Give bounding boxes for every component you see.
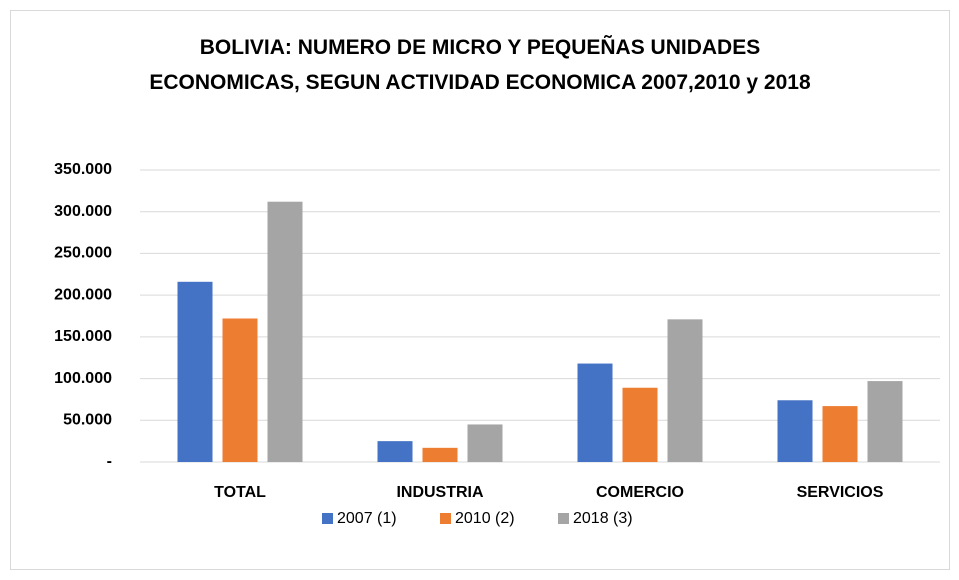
bar (622, 387, 658, 462)
bar (377, 441, 413, 462)
y-tick-label: 250.000 (54, 245, 112, 262)
y-tick-label: 350.000 (54, 161, 112, 178)
legend-swatch (440, 513, 451, 524)
y-tick-label: 100.000 (54, 370, 112, 387)
y-tick-label: 300.000 (54, 203, 112, 220)
chart-frame (10, 10, 950, 570)
bar (822, 406, 858, 462)
x-tick-label: INDUSTRIA (396, 484, 484, 501)
legend-label: 2007 (1) (337, 510, 397, 527)
bar (667, 319, 703, 462)
x-tick-label: COMERCIO (596, 484, 684, 501)
bar (177, 281, 213, 462)
bar (577, 363, 613, 462)
y-tick-label: - (107, 453, 112, 470)
bar (867, 381, 903, 462)
bar (777, 400, 813, 462)
x-tick-label: TOTAL (214, 484, 266, 501)
legend-label: 2018 (3) (573, 510, 633, 527)
x-tick-label: SERVICIOS (797, 484, 884, 501)
chart-title: BOLIVIA: NUMERO DE MICRO Y PEQUEÑAS UNID… (149, 36, 811, 94)
legend-swatch (558, 513, 569, 524)
bar (467, 424, 503, 462)
bar (422, 447, 458, 462)
legend-swatch (322, 513, 333, 524)
bar (267, 201, 303, 462)
y-tick-label: 50.000 (63, 412, 112, 429)
y-tick-label: 150.000 (54, 328, 112, 345)
y-tick-label: 200.000 (54, 286, 112, 303)
bar (222, 318, 258, 462)
legend-label: 2010 (2) (455, 510, 515, 527)
